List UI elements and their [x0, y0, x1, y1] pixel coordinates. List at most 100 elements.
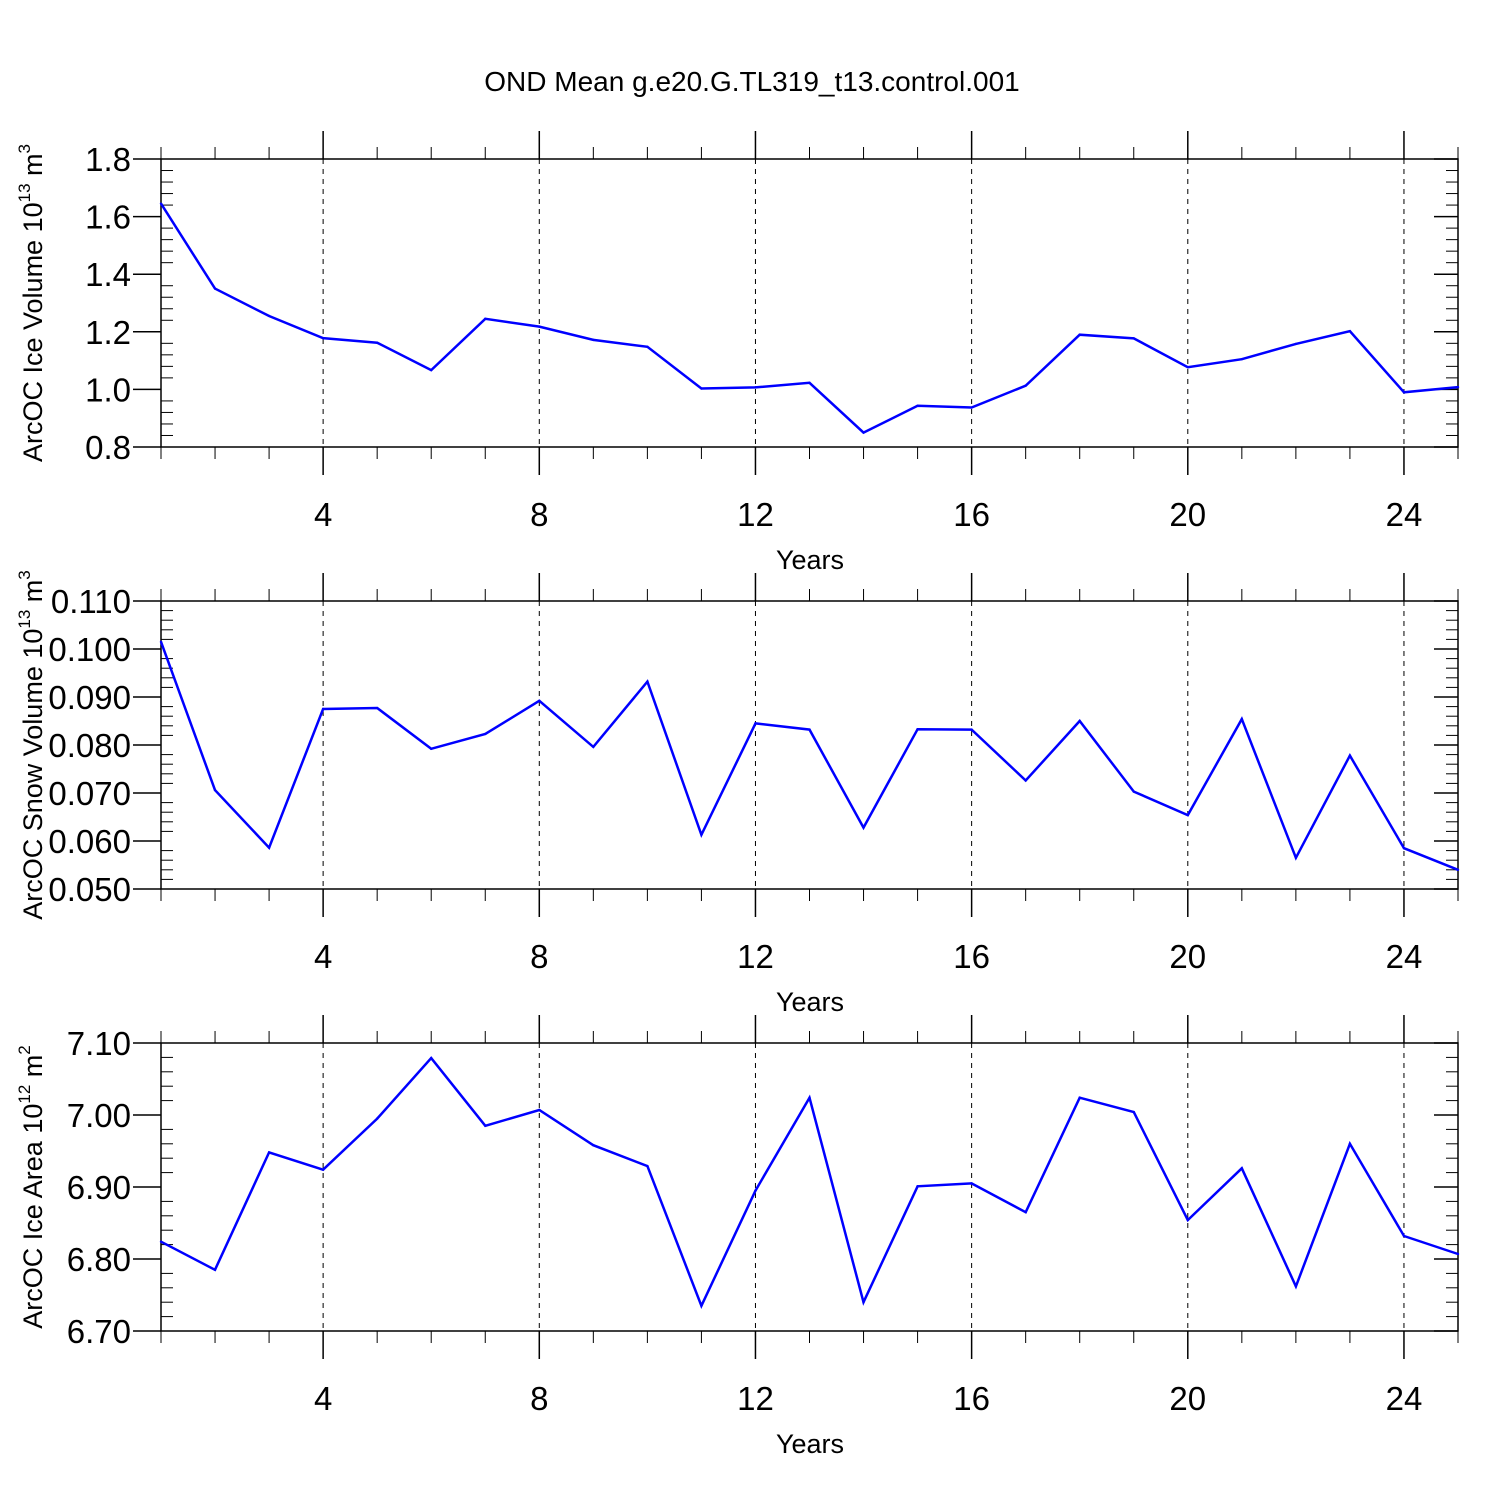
x-tick-label: 20 — [1169, 938, 1206, 975]
data-point — [1456, 385, 1460, 389]
y-axis-label: ArcOC Snow Volume 1013 m3 — [15, 570, 48, 920]
data-point — [646, 680, 649, 683]
y-tick-label: 6.70 — [67, 1313, 131, 1350]
data-point — [808, 728, 811, 731]
x-tick-label: 24 — [1386, 496, 1423, 533]
data-point — [159, 202, 163, 205]
x-tick-label: 24 — [1386, 1380, 1423, 1417]
data-point — [1078, 333, 1081, 336]
y-tick-label: 0.080 — [48, 727, 131, 764]
x-tick-label: 20 — [1169, 1380, 1206, 1417]
data-point — [970, 406, 973, 409]
data-point — [213, 788, 217, 792]
y-tick-label: 1.2 — [85, 314, 131, 351]
data-point — [862, 826, 865, 829]
y-tick-label: 0.8 — [85, 429, 131, 466]
data-point — [700, 387, 703, 390]
x-tick-label: 16 — [953, 496, 990, 533]
data-point — [1348, 330, 1352, 333]
data-point — [430, 747, 433, 751]
data-point — [970, 728, 973, 731]
data-point — [484, 1124, 487, 1128]
x-axis-label: Years — [776, 1429, 844, 1459]
data-point — [1186, 366, 1189, 369]
data-point — [1294, 1285, 1298, 1288]
y-tick-label: 0.110 — [51, 583, 131, 620]
y-tick-label: 0.070 — [48, 775, 131, 812]
data-point — [538, 1108, 541, 1112]
x-tick-label: 4 — [314, 496, 332, 533]
data-point — [1024, 384, 1027, 387]
page-title: OND Mean g.e20.G.TL319_t13.control.001 — [484, 66, 1019, 97]
series-line — [159, 202, 1459, 435]
y-tick-label: 7.10 — [67, 1025, 131, 1062]
data-point — [484, 317, 487, 321]
x-axis-label: Years — [776, 545, 844, 575]
data-point — [1132, 790, 1135, 793]
series-line — [159, 641, 1459, 871]
data-point — [321, 336, 325, 340]
data-point — [592, 1144, 595, 1147]
chart-panel-1: 0.8 1.0 1.2 1.4 1.6 1.8 4 8 12 16 20 24 Years ArcOC I… — [15, 131, 1460, 575]
y-axis-label: ArcOC Ice Area 1012 m2 — [15, 1045, 48, 1329]
data-point — [1186, 1218, 1189, 1222]
data-point — [1348, 754, 1352, 757]
y-axis-label: ArcOC Ice Volume 1013 m3 — [15, 144, 48, 462]
data-point — [321, 707, 325, 711]
x-tick-label: 20 — [1169, 496, 1206, 533]
y-tick-label: 7.00 — [67, 1097, 131, 1134]
data-point — [916, 1185, 919, 1188]
x-tick-label: 8 — [530, 1380, 548, 1417]
data-point — [375, 341, 379, 344]
data-point — [916, 727, 919, 731]
y-tick-label: 0.060 — [48, 823, 131, 860]
data-point — [646, 1164, 649, 1168]
y-tick-label: 1.4 — [85, 256, 131, 293]
plot-frame — [160, 1042, 1459, 1332]
y-tick-label: 6.90 — [67, 1169, 131, 1206]
data-point — [1240, 1167, 1244, 1170]
x-tick-label: 4 — [314, 1380, 332, 1417]
x-tick-label: 12 — [737, 496, 774, 533]
plot-frame — [160, 158, 1459, 448]
data-point — [1078, 1096, 1081, 1099]
x-tick-label: 4 — [314, 938, 332, 975]
y-tick-label: 1.0 — [85, 371, 131, 408]
data-point — [1078, 719, 1081, 723]
y-tick-label: 0.090 — [48, 679, 131, 716]
data-point — [1132, 337, 1135, 340]
data-point — [1402, 391, 1406, 394]
data-point — [1456, 1252, 1460, 1256]
data-point — [754, 1189, 757, 1192]
x-tick-label: 8 — [530, 938, 548, 975]
data-point — [916, 404, 919, 408]
data-point — [538, 325, 541, 328]
data-point — [1024, 1211, 1027, 1214]
data-point — [862, 1301, 865, 1304]
data-point — [375, 706, 379, 710]
x-tick-label: 16 — [953, 1380, 990, 1417]
data-point — [321, 1168, 325, 1171]
data-point — [430, 1056, 433, 1060]
data-point — [970, 1182, 973, 1185]
data-point — [267, 1151, 271, 1154]
data-point — [1348, 1142, 1352, 1146]
data-point — [646, 345, 649, 348]
chart-panel-3: 6.70 6.80 6.90 7.00 7.10 4 8 12 16 20 24 Years ArcOC… — [15, 1015, 1460, 1459]
data-point — [592, 338, 595, 342]
data-point — [1240, 717, 1244, 721]
chart-panel-2: 0.050 0.060 0.070 0.080 0.090 0.100 0.110 4 8 12 1… — [15, 570, 1460, 1017]
data-point — [700, 833, 703, 836]
data-point — [484, 732, 487, 736]
y-tick-label: 0.050 — [48, 871, 131, 908]
x-tick-label: 24 — [1386, 938, 1423, 975]
data-point — [808, 1096, 811, 1099]
x-tick-label: 12 — [737, 938, 774, 975]
x-axis-label: Years — [776, 987, 844, 1017]
data-point — [267, 846, 271, 849]
series-line — [160, 1056, 1459, 1309]
data-point — [1294, 856, 1298, 859]
data-point — [1240, 357, 1244, 361]
data-point — [1024, 779, 1027, 782]
